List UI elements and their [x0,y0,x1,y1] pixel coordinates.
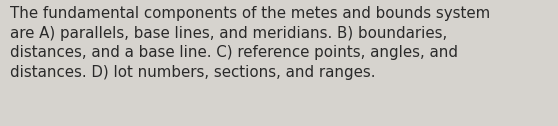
Text: The fundamental components of the metes and bounds system
are A) parallels, base: The fundamental components of the metes … [10,6,490,80]
